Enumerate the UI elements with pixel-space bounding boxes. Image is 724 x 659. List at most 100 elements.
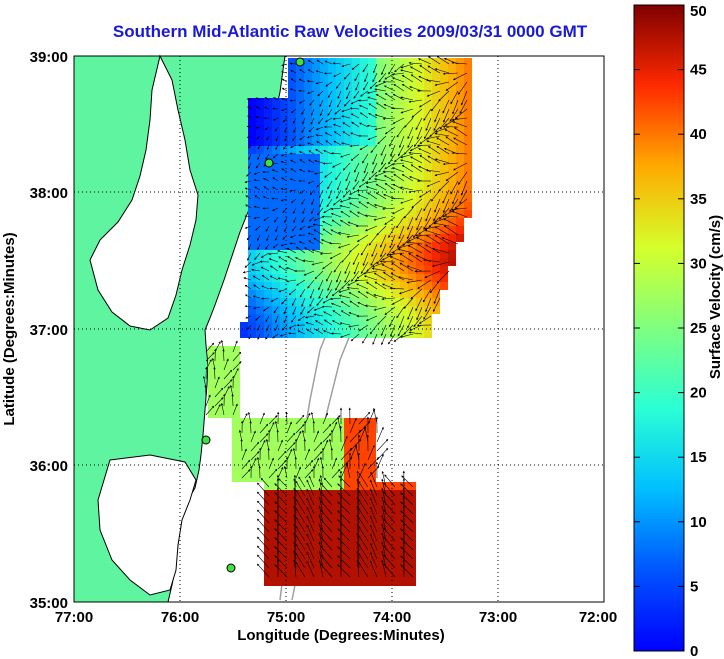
velocity-cell (368, 290, 376, 298)
velocity-arrow (278, 256, 288, 263)
velocity-arrow (373, 306, 387, 311)
velocity-arrow (327, 180, 333, 190)
velocity-cell (344, 322, 352, 330)
velocity-cell (304, 426, 312, 434)
velocity-cell (312, 570, 320, 578)
velocity-arrow (384, 306, 396, 315)
velocity-cell (248, 474, 256, 482)
colorbar-label: Surface Velocity (cm/s) (707, 215, 724, 379)
velocity-arrow (286, 421, 292, 434)
velocity-arrow (289, 99, 297, 102)
velocity-cell (360, 290, 368, 298)
velocity-cell (216, 386, 224, 394)
velocity-cell (440, 162, 448, 170)
velocity-cell (448, 154, 456, 162)
velocity-arrow (397, 324, 405, 337)
velocity-arrow (306, 542, 315, 560)
velocity-arrow (301, 216, 306, 223)
velocity-cell (280, 434, 288, 442)
velocity-cell (248, 426, 256, 434)
velocity-arrow (340, 333, 351, 338)
velocity-cell (288, 106, 296, 114)
velocity-cell (272, 450, 280, 458)
velocity-cell (368, 554, 376, 562)
velocity-cell (312, 74, 320, 82)
velocity-cell (280, 562, 288, 570)
velocity-cell (376, 98, 384, 106)
velocity-arrow (337, 537, 351, 551)
velocity-cell (464, 194, 472, 202)
velocity-cell (312, 138, 320, 146)
velocity-cell (448, 234, 456, 242)
velocity-cell (376, 290, 384, 298)
velocity-cell (264, 506, 272, 514)
velocity-cell (344, 330, 352, 338)
velocity-cell (368, 538, 376, 546)
velocity-arrow (376, 438, 389, 452)
radar-site-marker (295, 57, 305, 67)
velocity-arrow (442, 198, 450, 213)
velocity-cell (288, 250, 296, 258)
velocity-cell (376, 562, 384, 570)
velocity-arrow (331, 302, 342, 308)
plot-frame (73, 55, 605, 603)
velocity-arrow (425, 78, 441, 83)
velocity-arrow (381, 559, 387, 578)
velocity-cell (352, 578, 360, 586)
velocity-cell (296, 306, 304, 314)
velocity-cell (248, 194, 256, 202)
velocity-cell (376, 218, 384, 226)
velocity-arrow (322, 261, 333, 270)
velocity-arrow (316, 59, 324, 65)
velocity-arrow (324, 117, 333, 123)
velocity-arrow (275, 315, 279, 323)
velocity-cell (432, 186, 440, 194)
velocity-cell (320, 458, 328, 466)
velocity-cell (360, 98, 368, 106)
velocity-arrow (400, 63, 414, 69)
velocity-cell (240, 330, 248, 338)
velocity-cell (304, 250, 312, 258)
velocity-arrow (295, 507, 306, 524)
velocity-cell (344, 146, 352, 154)
velocity-arrow (383, 491, 396, 506)
velocity-arrow (380, 234, 387, 248)
velocity-arrow (418, 99, 432, 108)
velocity-cell (432, 250, 440, 258)
velocity-arrow (332, 310, 342, 317)
velocity-arrow (256, 527, 270, 542)
velocity-cell (296, 514, 304, 522)
velocity-cell (416, 282, 424, 290)
velocity-cell (304, 154, 312, 162)
velocity-arrow (331, 219, 342, 227)
velocity-arrow (363, 81, 369, 91)
velocity-cell (440, 178, 448, 186)
velocity-arrow (340, 447, 353, 461)
velocity-cell (448, 258, 456, 266)
velocity-arrow (388, 333, 396, 345)
velocity-arrow (406, 279, 423, 284)
velocity-arrow (408, 151, 423, 155)
velocity-arrow (274, 216, 279, 223)
velocity-cell (296, 258, 304, 266)
velocity-cell (352, 506, 360, 514)
velocity-cell (360, 258, 368, 266)
velocity-cell (272, 146, 280, 154)
velocity-cell (320, 122, 328, 130)
velocity-cell (384, 130, 392, 138)
velocity-cell (280, 210, 288, 218)
velocity-arrow (407, 135, 414, 149)
velocity-cell (280, 162, 288, 170)
velocity-arrow (302, 207, 306, 215)
velocity-cell (408, 570, 416, 578)
velocity-cell (392, 546, 400, 554)
velocity-arrow (400, 537, 414, 551)
velocity-cell (352, 130, 360, 138)
velocity-cell (392, 570, 400, 578)
velocity-arrow (417, 144, 432, 147)
velocity-cell (296, 186, 304, 194)
velocity-cell (240, 474, 248, 482)
velocity-cell (296, 74, 304, 82)
velocity-cell (256, 170, 264, 178)
chesapeake-bay (89, 54, 199, 331)
